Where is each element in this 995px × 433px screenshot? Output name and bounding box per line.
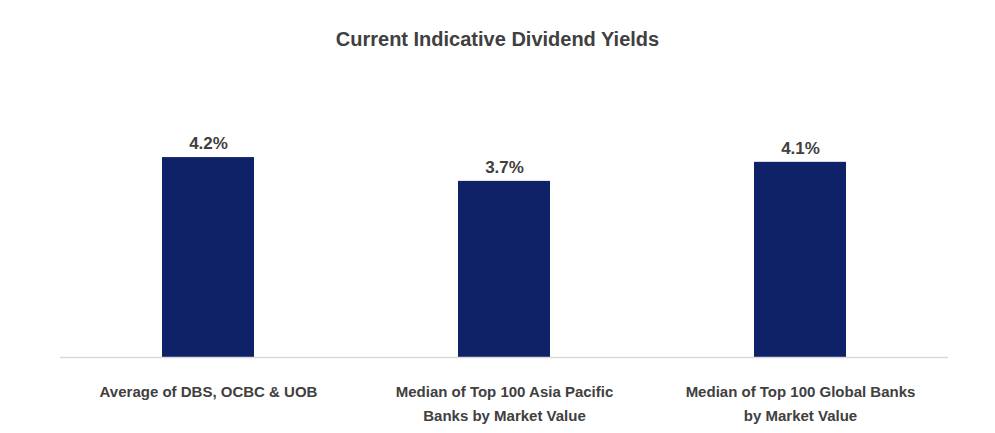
svg-text:3.7%: 3.7% bbox=[485, 158, 524, 177]
html-text:Current Indicative Dividend Yi: Current Indicative Dividend Yields bbox=[335, 28, 660, 50]
svg-text:4.1%: 4.1% bbox=[781, 139, 820, 158]
svg-text:Average of DBS, OCBC & UOB: Average of DBS, OCBC & UOB bbox=[100, 383, 318, 400]
svg-text:4.2%: 4.2% bbox=[189, 134, 228, 153]
svg-text:Median of Top 100 Global Banks: Median of Top 100 Global Banksby Market … bbox=[686, 383, 916, 424]
svg-text:Median of Top 100 Asia Pacific: Median of Top 100 Asia PacificBanks by M… bbox=[396, 383, 614, 424]
